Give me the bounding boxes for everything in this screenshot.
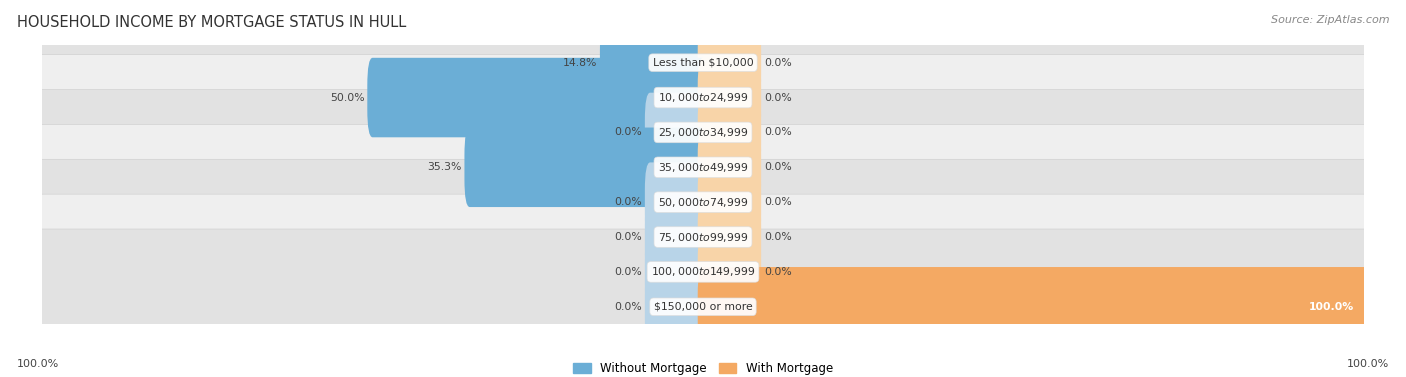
Text: $35,000 to $49,999: $35,000 to $49,999: [658, 161, 748, 174]
Text: 0.0%: 0.0%: [614, 302, 643, 312]
FancyBboxPatch shape: [697, 58, 761, 137]
Text: 0.0%: 0.0%: [763, 162, 792, 172]
Text: 100.0%: 100.0%: [1347, 359, 1389, 369]
FancyBboxPatch shape: [645, 162, 709, 242]
FancyBboxPatch shape: [31, 194, 1375, 350]
FancyBboxPatch shape: [31, 229, 1375, 377]
Text: $75,000 to $99,999: $75,000 to $99,999: [658, 231, 748, 244]
FancyBboxPatch shape: [697, 127, 761, 207]
Text: 0.0%: 0.0%: [614, 232, 643, 242]
Legend: Without Mortgage, With Mortgage: Without Mortgage, With Mortgage: [568, 357, 838, 377]
Text: 50.0%: 50.0%: [330, 92, 364, 103]
FancyBboxPatch shape: [367, 58, 709, 137]
Text: Less than $10,000: Less than $10,000: [652, 58, 754, 68]
FancyBboxPatch shape: [31, 159, 1375, 315]
FancyBboxPatch shape: [697, 23, 761, 103]
Text: 14.8%: 14.8%: [562, 58, 598, 68]
Text: 0.0%: 0.0%: [763, 92, 792, 103]
Text: 0.0%: 0.0%: [763, 267, 792, 277]
Text: 0.0%: 0.0%: [763, 58, 792, 68]
FancyBboxPatch shape: [645, 197, 709, 277]
Text: 0.0%: 0.0%: [614, 197, 643, 207]
FancyBboxPatch shape: [600, 23, 709, 103]
FancyBboxPatch shape: [697, 232, 761, 312]
Text: 100.0%: 100.0%: [17, 359, 59, 369]
Text: $100,000 to $149,999: $100,000 to $149,999: [651, 265, 755, 278]
Text: 0.0%: 0.0%: [614, 127, 643, 138]
Text: $25,000 to $34,999: $25,000 to $34,999: [658, 126, 748, 139]
Text: 0.0%: 0.0%: [614, 267, 643, 277]
Text: 100.0%: 100.0%: [1309, 302, 1354, 312]
FancyBboxPatch shape: [31, 124, 1375, 280]
FancyBboxPatch shape: [645, 93, 709, 172]
FancyBboxPatch shape: [697, 197, 761, 277]
Text: 0.0%: 0.0%: [763, 197, 792, 207]
Text: 0.0%: 0.0%: [763, 127, 792, 138]
FancyBboxPatch shape: [31, 0, 1375, 141]
Text: 0.0%: 0.0%: [763, 232, 792, 242]
FancyBboxPatch shape: [645, 267, 709, 346]
FancyBboxPatch shape: [31, 89, 1375, 245]
FancyBboxPatch shape: [697, 162, 761, 242]
Text: Source: ZipAtlas.com: Source: ZipAtlas.com: [1271, 15, 1389, 25]
Text: 35.3%: 35.3%: [427, 162, 461, 172]
Text: $50,000 to $74,999: $50,000 to $74,999: [658, 196, 748, 208]
FancyBboxPatch shape: [464, 127, 709, 207]
Text: $150,000 or more: $150,000 or more: [654, 302, 752, 312]
FancyBboxPatch shape: [697, 93, 761, 172]
FancyBboxPatch shape: [697, 267, 1369, 346]
Text: $10,000 to $24,999: $10,000 to $24,999: [658, 91, 748, 104]
FancyBboxPatch shape: [645, 232, 709, 312]
FancyBboxPatch shape: [31, 20, 1375, 175]
Text: HOUSEHOLD INCOME BY MORTGAGE STATUS IN HULL: HOUSEHOLD INCOME BY MORTGAGE STATUS IN H…: [17, 15, 406, 30]
FancyBboxPatch shape: [31, 55, 1375, 210]
